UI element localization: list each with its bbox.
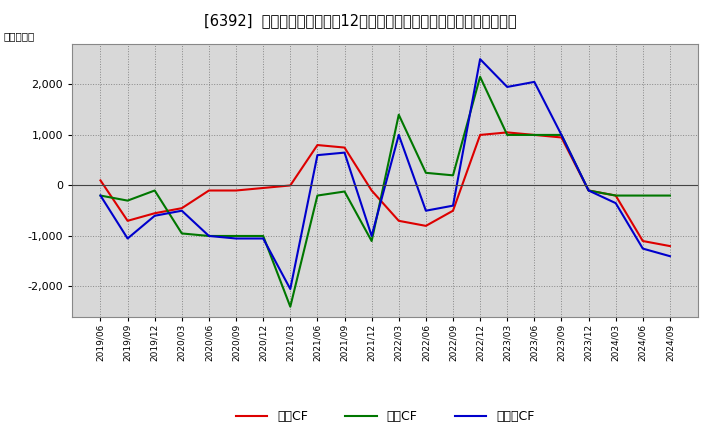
営業CF — [123, 218, 132, 224]
フリーCF — [232, 236, 240, 241]
Text: [6392]  キャッシュフローの12か月移動合計の対前年同期増減額の推移: [6392] キャッシュフローの12か月移動合計の対前年同期増減額の推移 — [204, 13, 516, 28]
フリーCF — [341, 150, 349, 155]
営業CF — [584, 188, 593, 193]
営業CF — [259, 185, 268, 191]
投資CF — [584, 188, 593, 193]
フリーCF — [611, 201, 620, 206]
フリーCF — [204, 233, 213, 238]
投資CF — [421, 170, 430, 176]
投資CF — [530, 132, 539, 138]
Line: 投資CF: 投資CF — [101, 77, 670, 307]
フリーCF — [530, 79, 539, 84]
営業CF — [557, 135, 566, 140]
営業CF — [367, 188, 376, 193]
営業CF — [665, 243, 674, 249]
フリーCF — [665, 253, 674, 259]
フリーCF — [503, 84, 511, 90]
フリーCF — [150, 213, 159, 218]
営業CF — [639, 238, 647, 244]
営業CF — [341, 145, 349, 150]
営業CF — [313, 143, 322, 148]
フリーCF — [259, 236, 268, 241]
フリーCF — [96, 193, 105, 198]
営業CF — [204, 188, 213, 193]
投資CF — [232, 233, 240, 238]
フリーCF — [178, 208, 186, 213]
投資CF — [150, 188, 159, 193]
投資CF — [395, 112, 403, 117]
フリーCF — [313, 153, 322, 158]
Legend: 営業CF, 投資CF, フリーCF: 営業CF, 投資CF, フリーCF — [235, 411, 535, 423]
フリーCF — [395, 132, 403, 138]
フリーCF — [421, 208, 430, 213]
フリーCF — [476, 56, 485, 62]
投資CF — [123, 198, 132, 203]
フリーCF — [449, 203, 457, 208]
営業CF — [96, 178, 105, 183]
投資CF — [96, 193, 105, 198]
Line: 営業CF: 営業CF — [101, 132, 670, 246]
営業CF — [476, 132, 485, 138]
投資CF — [476, 74, 485, 80]
フリーCF — [286, 286, 294, 292]
Line: フリーCF: フリーCF — [101, 59, 670, 289]
投資CF — [341, 189, 349, 194]
投資CF — [178, 231, 186, 236]
投資CF — [503, 132, 511, 138]
Y-axis label: （百万円）: （百万円） — [3, 31, 35, 41]
投資CF — [286, 304, 294, 309]
フリーCF — [639, 246, 647, 251]
営業CF — [395, 218, 403, 224]
投資CF — [665, 193, 674, 198]
営業CF — [232, 188, 240, 193]
営業CF — [530, 132, 539, 138]
投資CF — [639, 193, 647, 198]
投資CF — [204, 233, 213, 238]
フリーCF — [367, 233, 376, 238]
投資CF — [557, 132, 566, 138]
投資CF — [449, 173, 457, 178]
投資CF — [313, 193, 322, 198]
投資CF — [611, 193, 620, 198]
営業CF — [503, 130, 511, 135]
フリーCF — [584, 188, 593, 193]
営業CF — [611, 193, 620, 198]
営業CF — [286, 183, 294, 188]
フリーCF — [557, 132, 566, 138]
営業CF — [178, 205, 186, 211]
営業CF — [150, 211, 159, 216]
投資CF — [259, 233, 268, 238]
営業CF — [449, 208, 457, 213]
営業CF — [421, 223, 430, 228]
投資CF — [367, 238, 376, 244]
フリーCF — [123, 236, 132, 241]
